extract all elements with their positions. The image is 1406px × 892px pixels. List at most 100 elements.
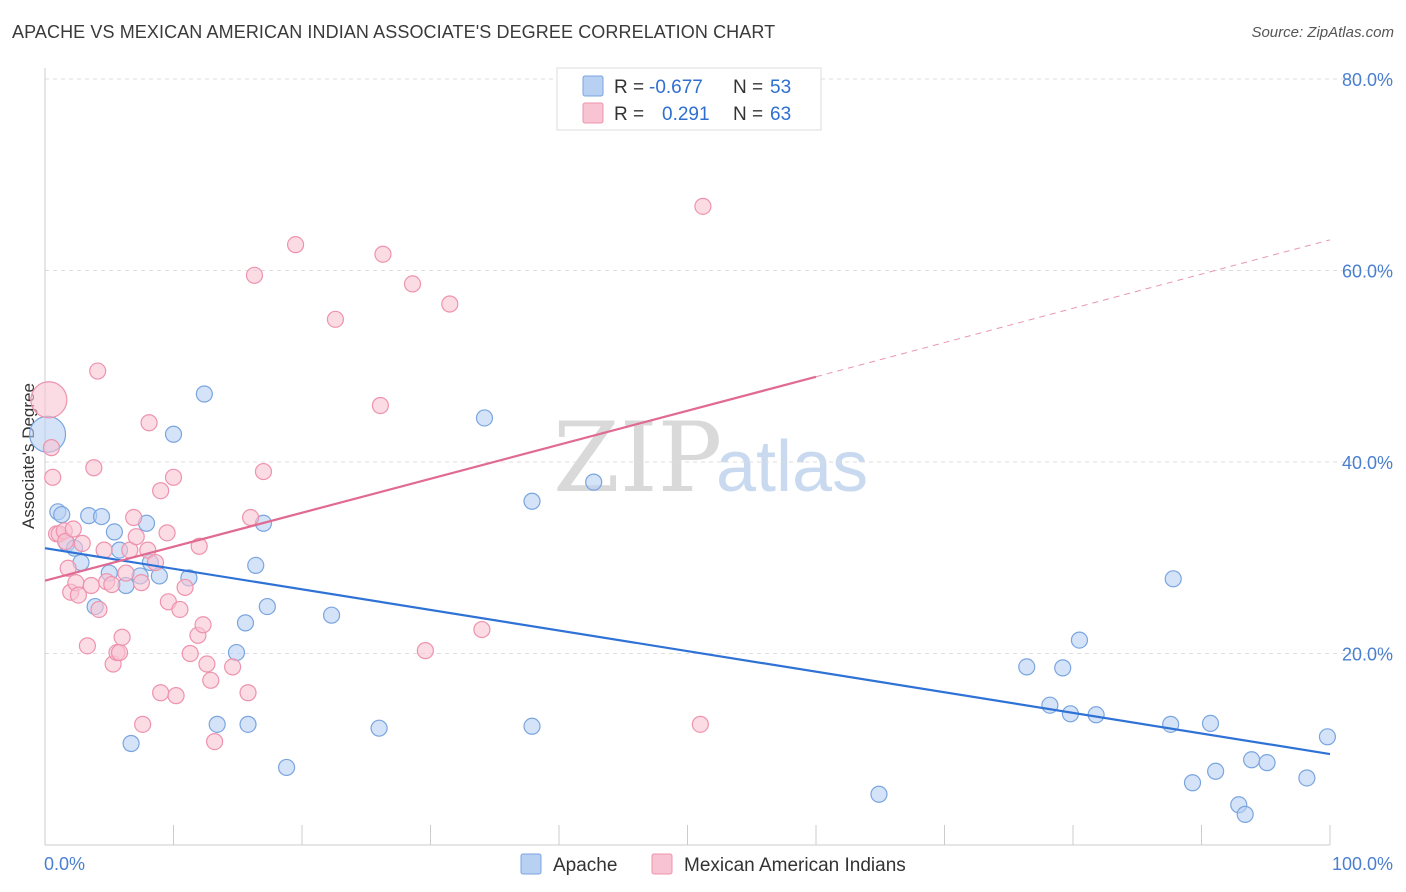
mai-point <box>127 528 145 546</box>
mai-point <box>202 671 220 689</box>
y-tick-label: 20.0% <box>1342 645 1393 665</box>
apache-point <box>523 492 541 510</box>
apache-point <box>164 425 183 443</box>
y-axis-title: Associate's Degree <box>19 383 38 529</box>
apache-n-value: 53 <box>770 77 791 98</box>
apache-point <box>236 614 255 632</box>
mai-point <box>164 468 183 486</box>
apache-point <box>475 409 494 427</box>
mai-point <box>140 414 158 432</box>
apache-point <box>322 606 341 624</box>
x-tick-labels: 0.0% 100.0% <box>44 854 1393 874</box>
series-legend: Apache Mexican American Indians <box>520 853 906 876</box>
mai-point <box>56 532 75 551</box>
mai-point <box>78 637 97 655</box>
mai-point <box>194 616 212 634</box>
mai-point <box>198 655 216 673</box>
mai-point <box>167 687 185 705</box>
mai-r-value: 0.291 <box>662 104 710 125</box>
mai-point <box>134 715 152 733</box>
mai-point <box>152 684 170 702</box>
apache-trend-line <box>44 547 1331 756</box>
mai-point <box>146 553 165 572</box>
mai-point <box>59 559 77 577</box>
trend-lines <box>44 239 1331 756</box>
watermark: ZIP atlas <box>553 402 868 514</box>
apache-point <box>523 717 541 735</box>
apache-point <box>370 719 388 737</box>
apache-point <box>1236 805 1254 823</box>
apache-point <box>227 643 246 662</box>
mai-point <box>113 628 131 646</box>
y-tick-label: 60.0% <box>1342 262 1393 282</box>
apache-point <box>277 758 296 777</box>
mai-point <box>152 482 170 500</box>
y-tick-labels: 20.0% 40.0% 60.0% 80.0% <box>1342 70 1393 665</box>
apache-point <box>258 597 276 616</box>
mai-point <box>103 575 121 594</box>
data-points <box>28 197 1337 823</box>
mai-point <box>132 574 150 592</box>
apache-point <box>1298 769 1316 787</box>
mai-point <box>239 684 257 702</box>
x-tick-label: 100.0% <box>1332 854 1393 874</box>
mai-point <box>85 459 103 477</box>
apache-point <box>1318 728 1337 746</box>
mai-point <box>371 396 389 415</box>
apache-n-label: N = <box>733 77 763 98</box>
source-label: Source: ZipAtlas.com <box>1251 24 1394 41</box>
mai-point <box>441 295 459 313</box>
apache-point <box>105 523 123 541</box>
mai-point <box>242 508 260 527</box>
apache-point <box>208 715 226 733</box>
mai-point <box>69 586 88 604</box>
mai-point <box>416 642 434 660</box>
axes <box>44 68 1330 846</box>
apache-point <box>1201 714 1220 732</box>
y-tick-label: 80.0% <box>1342 70 1393 90</box>
apache-point <box>870 785 888 803</box>
mai-legend-swatch <box>582 102 604 124</box>
mai-point <box>694 197 712 215</box>
mai-n-label: N = <box>733 104 763 125</box>
watermark-zip: ZIP <box>553 402 722 514</box>
mai-point <box>110 643 129 662</box>
mai-point <box>176 578 194 597</box>
apache-point <box>1164 570 1182 588</box>
mai-trend-extension <box>815 239 1331 378</box>
chart-title: APACHE VS MEXICAN AMERICAN INDIAN ASSOCI… <box>12 22 776 42</box>
apache-point <box>53 506 71 524</box>
apache-point <box>1070 631 1089 649</box>
mai-series-swatch <box>651 853 673 875</box>
apache-r-label: R = <box>614 77 644 98</box>
y-tick-label: 40.0% <box>1342 453 1393 473</box>
mai-point <box>158 524 176 542</box>
apache-legend-swatch <box>582 75 604 97</box>
apache-point <box>1258 754 1276 772</box>
mai-point <box>64 520 82 538</box>
mai-point <box>44 468 62 486</box>
mai-point <box>245 266 264 284</box>
apache-point <box>1183 774 1202 792</box>
mai-point <box>326 310 345 328</box>
apache-point <box>1054 659 1072 677</box>
mai-point <box>82 576 100 595</box>
apache-point <box>1207 762 1225 780</box>
mai-point <box>90 600 108 619</box>
apache-point <box>92 507 111 526</box>
mai-point <box>181 644 199 663</box>
mai-n-value: 63 <box>770 104 791 125</box>
grid <box>44 78 1392 845</box>
mai-series-label: Mexican American Indians <box>684 855 906 876</box>
mai-point <box>286 236 305 254</box>
mai-point <box>73 534 91 552</box>
mai-point <box>473 620 491 639</box>
apache-series-label: Apache <box>553 855 617 876</box>
mai-point <box>42 439 61 457</box>
mai-point <box>117 564 135 582</box>
mai-point <box>224 658 242 676</box>
mai-point <box>30 381 68 419</box>
mai-point <box>190 537 208 555</box>
mai-r-label: R = <box>614 104 644 125</box>
